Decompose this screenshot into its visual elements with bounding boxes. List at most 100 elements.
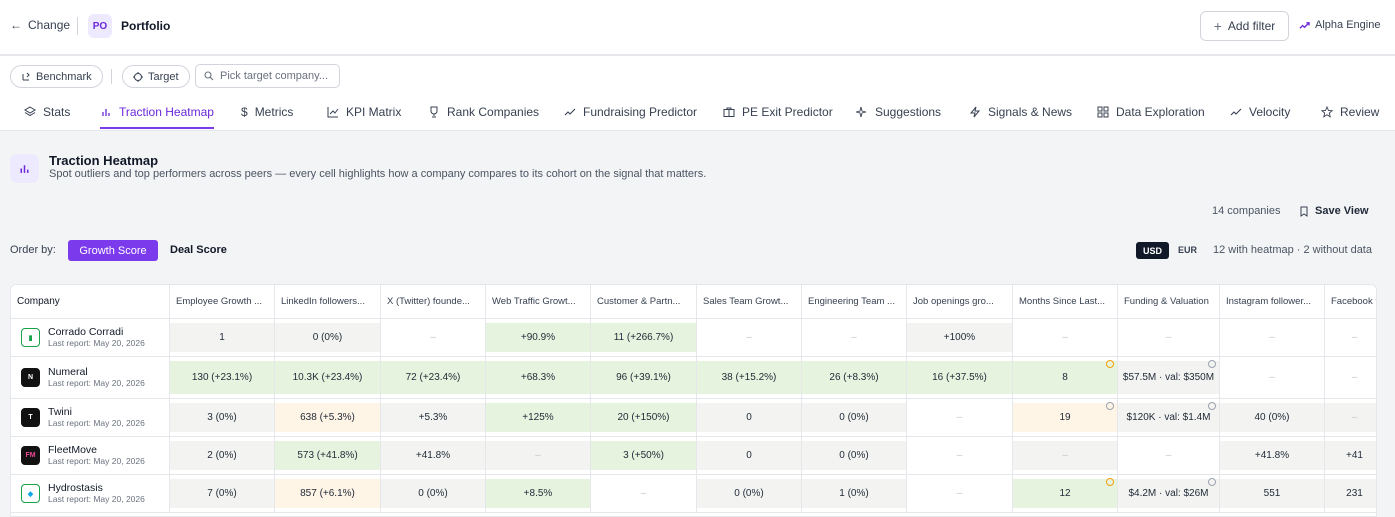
heatmap-cell[interactable]: 1 (0%) <box>802 475 907 513</box>
tab-stats[interactable]: Stats <box>24 105 70 119</box>
column-header[interactable]: Sales Team Growt... <box>697 285 802 319</box>
tab-pe-exit-predictor[interactable]: PE Exit Predictor <box>723 105 833 119</box>
heatmap-cell[interactable]: 551 <box>1220 475 1325 513</box>
heatmap-cell[interactable]: $57.5M · val: $350M <box>1118 357 1220 399</box>
alpha-engine-button[interactable]: Alpha Engine <box>1299 19 1380 31</box>
heatmap-cell[interactable]: – <box>907 437 1013 475</box>
heatmap-cell[interactable]: 12 <box>1013 475 1118 513</box>
growth-score-button[interactable]: Growth Score <box>68 240 158 261</box>
heatmap-cell[interactable]: 10.3K (+23.4%) <box>275 357 381 399</box>
company-name[interactable]: Hydrostasis <box>48 481 103 494</box>
heatmap-cell[interactable]: 0 (0%) <box>802 399 907 437</box>
heatmap-cell[interactable]: – <box>591 475 697 513</box>
heatmap-cell[interactable]: – <box>697 319 802 357</box>
company-name[interactable]: Corrado Corradi <box>48 325 124 338</box>
heatmap-cell[interactable]: – <box>1118 319 1220 357</box>
heatmap-cell[interactable]: 638 (+5.3%) <box>275 399 381 437</box>
company-name[interactable]: Numeral <box>48 365 88 378</box>
heatmap-cell[interactable]: 16 (+37.5%) <box>907 357 1013 399</box>
heatmap-cell[interactable]: – <box>1013 319 1118 357</box>
heatmap-cell[interactable]: +41 <box>1325 437 1376 475</box>
add-filter-button[interactable]: + Add filter <box>1200 11 1289 41</box>
heatmap-cell[interactable]: +41.8% <box>381 437 486 475</box>
column-header-company[interactable]: Company <box>11 285 170 319</box>
heatmap-cell[interactable]: $4.2M · val: $26M <box>1118 475 1220 513</box>
heatmap-cell[interactable]: 26 (+8.3%) <box>802 357 907 399</box>
heatmap-cell[interactable]: 19 <box>1013 399 1118 437</box>
heatmap-cell[interactable]: 11 (+266.7%) <box>591 319 697 357</box>
column-header[interactable]: Employee Growth ... <box>170 285 275 319</box>
heatmap-cell[interactable]: 3 (0%) <box>170 399 275 437</box>
info-icon[interactable] <box>1106 402 1114 410</box>
tab-metrics[interactable]: $ Metrics <box>241 105 293 119</box>
heatmap-cell[interactable]: – <box>907 475 1013 513</box>
column-header[interactable]: Funding & Valuation <box>1118 285 1220 319</box>
heatmap-cell[interactable]: 0 (0%) <box>381 475 486 513</box>
column-header[interactable]: Instagram follower... <box>1220 285 1325 319</box>
heatmap-cell[interactable]: – <box>1118 437 1220 475</box>
heatmap-cell[interactable]: 0 <box>697 399 802 437</box>
save-view-button[interactable]: Save View <box>1299 205 1369 217</box>
heatmap-cell[interactable]: – <box>1325 357 1376 399</box>
heatmap-cell[interactable]: – <box>1220 319 1325 357</box>
change-button[interactable]: ← Change <box>10 18 70 32</box>
column-header[interactable]: X (Twitter) founde... <box>381 285 486 319</box>
heatmap-cell[interactable]: – <box>907 399 1013 437</box>
column-header[interactable]: Months Since Last... <box>1013 285 1118 319</box>
heatmap-cell[interactable]: 857 (+6.1%) <box>275 475 381 513</box>
currency-usd-toggle[interactable]: USD <box>1136 242 1169 259</box>
heatmap-cell[interactable]: 0 <box>697 437 802 475</box>
column-header[interactable]: Engineering Team ... <box>802 285 907 319</box>
tab-kpi-matrix[interactable]: KPI Matrix <box>327 105 401 119</box>
heatmap-cell[interactable]: 1 <box>170 319 275 357</box>
tab-review[interactable]: Review <box>1321 105 1379 119</box>
heatmap-cell[interactable]: 0 (0%) <box>697 475 802 513</box>
column-header[interactable]: LinkedIn followers... <box>275 285 381 319</box>
heatmap-cell[interactable]: 72 (+23.4%) <box>381 357 486 399</box>
info-icon[interactable] <box>1208 360 1216 368</box>
tab-fundraising-predictor[interactable]: Fundraising Predictor <box>564 105 697 119</box>
heatmap-cell[interactable]: 2 (0%) <box>170 437 275 475</box>
company-cell[interactable]: N Numeral Last report: May 20, 2026 <box>11 357 170 399</box>
heatmap-cell[interactable]: – <box>1325 399 1376 437</box>
heatmap-cell[interactable]: +41.8% <box>1220 437 1325 475</box>
heatmap-cell[interactable]: 231 <box>1325 475 1376 513</box>
heatmap-cell[interactable]: 0 (0%) <box>802 437 907 475</box>
heatmap-cell[interactable]: +100% <box>907 319 1013 357</box>
tab-suggestions[interactable]: Suggestions <box>856 105 941 119</box>
heatmap-cell[interactable]: 0 (0%) <box>275 319 381 357</box>
heatmap-cell[interactable]: $120K · val: $1.4M <box>1118 399 1220 437</box>
heatmap-cell[interactable]: +125% <box>486 399 591 437</box>
target-button[interactable]: Target <box>122 65 190 88</box>
heatmap-cell[interactable]: 130 (+23.1%) <box>170 357 275 399</box>
column-header[interactable]: Job openings gro... <box>907 285 1013 319</box>
heatmap-cell[interactable]: – <box>1013 437 1118 475</box>
benchmark-button[interactable]: Benchmark <box>10 65 103 88</box>
heatmap-cell[interactable]: 573 (+41.8%) <box>275 437 381 475</box>
heatmap-cell[interactable]: 40 (0%) <box>1220 399 1325 437</box>
target-company-search[interactable]: Pick target company... <box>195 64 340 88</box>
tab-velocity[interactable]: Velocity <box>1230 105 1290 119</box>
info-icon[interactable] <box>1208 478 1216 486</box>
company-name[interactable]: FleetMove <box>48 443 98 456</box>
company-cell[interactable]: ▮ Corrado Corradi Last report: May 20, 202… <box>11 319 170 357</box>
tab-signals-news[interactable]: Signals & News <box>969 105 1072 119</box>
deal-score-button[interactable]: Deal Score <box>170 244 227 256</box>
clock-icon[interactable] <box>1106 360 1114 368</box>
heatmap-cell[interactable]: 7 (0%) <box>170 475 275 513</box>
heatmap-cell[interactable]: 8 <box>1013 357 1118 399</box>
tab-rank-companies[interactable]: Rank Companies <box>428 105 539 119</box>
column-header[interactable]: Facebook f <box>1325 285 1376 319</box>
heatmap-cell[interactable]: +90.9% <box>486 319 591 357</box>
heatmap-cell[interactable]: 20 (+150%) <box>591 399 697 437</box>
heatmap-cell[interactable]: 96 (+39.1%) <box>591 357 697 399</box>
heatmap-cell[interactable]: +8.5% <box>486 475 591 513</box>
column-header[interactable]: Customer & Partn... <box>591 285 697 319</box>
heatmap-cell[interactable]: – <box>1325 319 1376 357</box>
heatmap-cell[interactable]: +68.3% <box>486 357 591 399</box>
heatmap-cell[interactable]: – <box>1220 357 1325 399</box>
heatmap-cell[interactable]: 3 (+50%) <box>591 437 697 475</box>
heatmap-cell[interactable]: 38 (+15.2%) <box>697 357 802 399</box>
tab-traction-heatmap[interactable]: Traction Heatmap <box>100 105 214 129</box>
heatmap-cell[interactable]: – <box>802 319 907 357</box>
